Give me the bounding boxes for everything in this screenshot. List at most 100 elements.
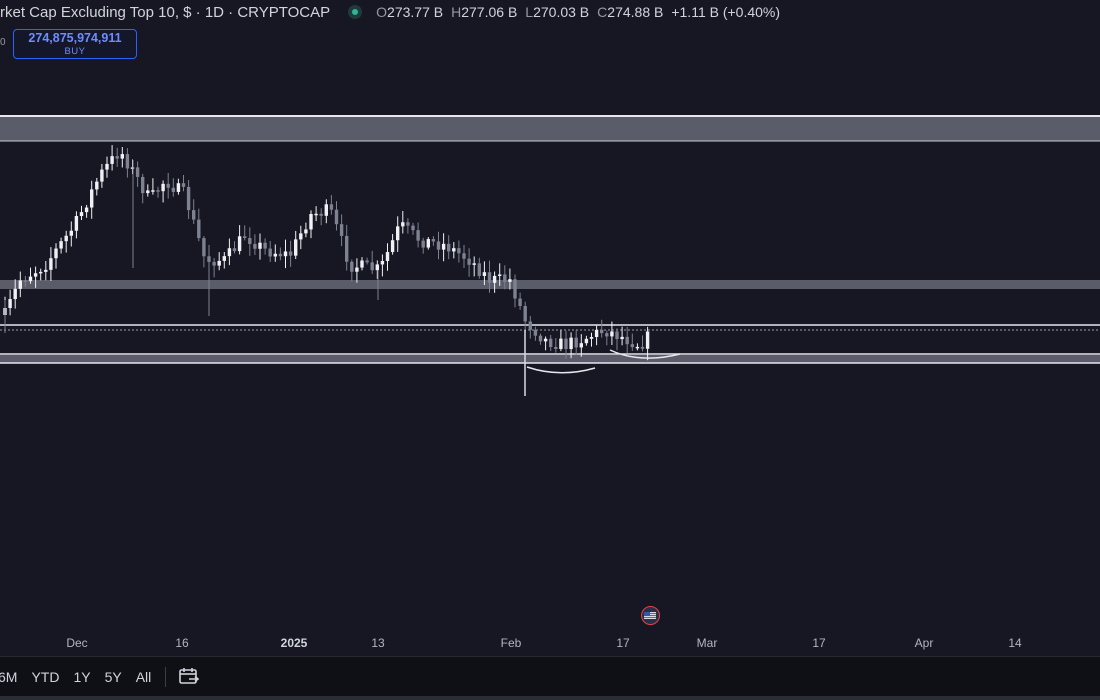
candle-body[interactable] bbox=[100, 169, 104, 182]
candle-body[interactable] bbox=[79, 212, 84, 217]
candle-body[interactable] bbox=[288, 251, 293, 256]
candle-body[interactable] bbox=[457, 248, 461, 254]
candle-body[interactable] bbox=[401, 222, 405, 227]
candle-body[interactable] bbox=[273, 253, 277, 257]
candle-body[interactable] bbox=[350, 261, 354, 272]
candle-body[interactable] bbox=[197, 219, 201, 239]
candle-body[interactable] bbox=[120, 154, 124, 159]
candle-body[interactable] bbox=[421, 240, 425, 248]
candle-body[interactable] bbox=[135, 167, 140, 177]
candle-body[interactable] bbox=[64, 235, 68, 242]
candle-body[interactable] bbox=[589, 336, 594, 339]
candle-body[interactable] bbox=[146, 190, 150, 194]
candle-body[interactable] bbox=[44, 269, 48, 272]
candle-body[interactable] bbox=[237, 236, 242, 252]
candle-body[interactable] bbox=[431, 239, 436, 242]
candle-body[interactable] bbox=[615, 331, 619, 340]
candle-body[interactable] bbox=[360, 260, 364, 268]
candle-body[interactable] bbox=[600, 329, 604, 334]
candle-body[interactable] bbox=[416, 230, 420, 241]
candle-body[interactable] bbox=[549, 338, 553, 347]
candle-body[interactable] bbox=[309, 214, 313, 230]
candle-body[interactable] bbox=[533, 329, 538, 336]
range-6m-button[interactable]: 6M bbox=[0, 669, 18, 685]
candle-body[interactable] bbox=[345, 235, 349, 262]
candle-body[interactable] bbox=[579, 343, 583, 348]
candle-body[interactable] bbox=[74, 216, 79, 231]
candle-body[interactable] bbox=[411, 225, 415, 231]
candle-body[interactable] bbox=[498, 274, 502, 276]
candle-body[interactable] bbox=[243, 236, 247, 239]
candle-body[interactable] bbox=[186, 186, 191, 211]
candle-body[interactable] bbox=[467, 258, 471, 265]
candle-body[interactable] bbox=[492, 275, 497, 283]
candle-body[interactable] bbox=[319, 213, 323, 216]
candle-body[interactable] bbox=[559, 338, 563, 349]
candle-body[interactable] bbox=[28, 276, 33, 282]
candle-body[interactable] bbox=[390, 240, 395, 253]
candle-body[interactable] bbox=[253, 243, 257, 249]
candle-body[interactable] bbox=[166, 183, 170, 188]
candle-body[interactable] bbox=[472, 263, 476, 265]
candle-body[interactable] bbox=[207, 256, 211, 262]
candle-body[interactable] bbox=[630, 344, 634, 348]
candle-body[interactable] bbox=[543, 338, 548, 342]
candle-body[interactable] bbox=[640, 346, 645, 349]
us-flag-icon[interactable] bbox=[641, 606, 660, 625]
candle-body[interactable] bbox=[59, 241, 63, 249]
candle-body[interactable] bbox=[523, 306, 527, 322]
candle-body[interactable] bbox=[508, 279, 512, 282]
candle-body[interactable] bbox=[482, 272, 487, 276]
candle-body[interactable] bbox=[161, 183, 165, 192]
candle-body[interactable] bbox=[283, 251, 288, 257]
candle-body[interactable] bbox=[181, 183, 186, 187]
candle-body[interactable] bbox=[8, 299, 12, 309]
candle-body[interactable] bbox=[105, 163, 109, 170]
candle-body[interactable] bbox=[90, 189, 94, 208]
candle-body[interactable] bbox=[115, 156, 119, 159]
candle-body[interactable] bbox=[18, 280, 22, 289]
candle-body[interactable] bbox=[141, 176, 145, 194]
candle-body[interactable] bbox=[227, 248, 232, 257]
candle-body[interactable] bbox=[334, 209, 339, 225]
mid-support-zone[interactable] bbox=[0, 280, 1100, 289]
candle-body[interactable] bbox=[584, 338, 589, 344]
candle-body[interactable] bbox=[217, 260, 221, 266]
candle-body[interactable] bbox=[385, 252, 390, 262]
candle-body[interactable] bbox=[380, 261, 385, 265]
candle-body[interactable] bbox=[13, 288, 17, 300]
candle-body[interactable] bbox=[263, 242, 267, 249]
chart-area[interactable]: rket Cap Excluding Top 10, $ · 1D · CRYP… bbox=[0, 0, 1100, 656]
candle-body[interactable] bbox=[294, 239, 298, 256]
range-ytd-button[interactable]: YTD bbox=[31, 669, 60, 685]
candle-body[interactable] bbox=[95, 181, 99, 190]
candle-body[interactable] bbox=[212, 261, 216, 266]
candle-body[interactable] bbox=[375, 264, 379, 271]
candle-body[interactable] bbox=[339, 224, 344, 236]
support-zone[interactable] bbox=[0, 355, 1100, 363]
candle-body[interactable] bbox=[436, 241, 441, 250]
candle-body[interactable] bbox=[487, 272, 492, 283]
candle-body[interactable] bbox=[554, 346, 558, 349]
candle-body[interactable] bbox=[176, 183, 181, 192]
candle-body[interactable] bbox=[370, 262, 374, 271]
candle-body[interactable] bbox=[528, 321, 532, 330]
candle-body[interactable] bbox=[564, 338, 568, 350]
candle-body[interactable] bbox=[426, 239, 430, 248]
candle-body[interactable] bbox=[569, 337, 573, 350]
price-chart[interactable] bbox=[0, 0, 1100, 656]
candle-body[interactable] bbox=[406, 222, 410, 226]
buy-button[interactable]: 274,875,974,911 BUY bbox=[13, 29, 137, 59]
candle-body[interactable] bbox=[635, 346, 640, 349]
candle-body[interactable] bbox=[202, 238, 206, 257]
range-5y-button[interactable]: 5Y bbox=[104, 669, 122, 685]
symbol-title[interactable]: rket Cap Excluding Top 10, $ · 1D · CRYP… bbox=[0, 3, 331, 21]
candle-body[interactable] bbox=[620, 336, 624, 340]
candle-body[interactable] bbox=[518, 298, 522, 307]
range-all-button[interactable]: All bbox=[135, 669, 152, 685]
candle-body[interactable] bbox=[503, 274, 507, 282]
candle-body[interactable] bbox=[396, 226, 400, 241]
candle-body[interactable] bbox=[452, 248, 456, 252]
candle-body[interactable] bbox=[54, 248, 58, 259]
candle-body[interactable] bbox=[594, 329, 599, 337]
